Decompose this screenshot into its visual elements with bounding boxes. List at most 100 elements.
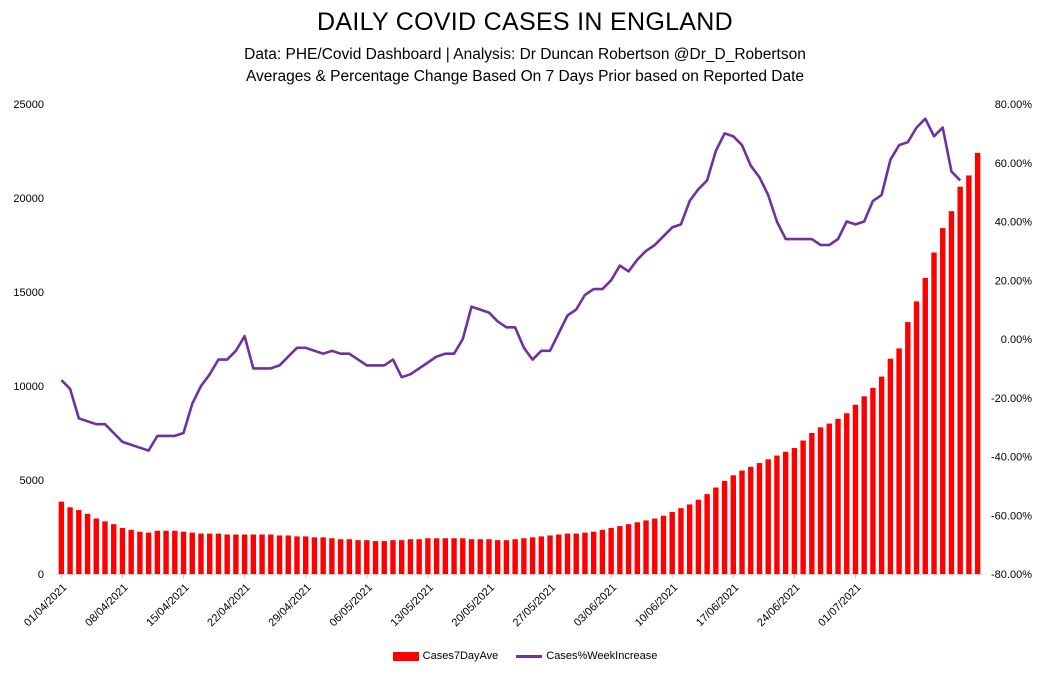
y-right-tick-label: -80.00% [991, 569, 1032, 581]
bar-cases7dayave [599, 529, 606, 574]
bar-cases7dayave [398, 540, 405, 574]
bar-cases7dayave [809, 433, 815, 574]
bar-cases7dayave [477, 539, 483, 574]
y-right-tick-label: 60.00% [995, 158, 1033, 170]
y-left-tick-label: 25000 [13, 99, 44, 111]
x-tick-label: 06/05/2021 [327, 582, 374, 629]
bar-cases7dayave [503, 540, 510, 574]
bar-cases7dayave [364, 540, 370, 574]
legend-swatch-bars [392, 651, 419, 661]
bar-cases7dayave [564, 533, 571, 574]
bar-cases7dayave [870, 387, 876, 574]
bar-cases7dayave [521, 538, 527, 574]
bar-cases7dayave [145, 532, 152, 574]
bar-cases7dayave [774, 455, 780, 574]
legend-swatch-line [516, 654, 543, 658]
bar-cases7dayave [198, 533, 204, 574]
x-tick-label: 24/06/2021 [755, 582, 802, 629]
bar-cases7dayave [320, 537, 326, 574]
bar-cases7dayave [905, 322, 911, 574]
x-tick-label: 01/07/2021 [816, 582, 863, 629]
bar-cases7dayave [713, 487, 719, 574]
chart-title: DAILY COVID CASES IN ENGLAND [317, 8, 733, 36]
bar-cases7dayave [250, 534, 257, 574]
x-tick-label: 01/04/2021 [22, 582, 69, 629]
bar-cases7dayave [76, 510, 82, 574]
bar-cases7dayave [826, 423, 832, 574]
bar-cases7dayave [625, 524, 632, 574]
x-tick-label: 27/05/2021 [511, 582, 558, 629]
y-left-tick-label: 5000 [20, 475, 44, 487]
bar-cases7dayave [390, 540, 396, 574]
bar-cases7dayave [137, 531, 143, 574]
x-tick-label: 13/05/2021 [389, 582, 436, 629]
bar-cases7dayave [494, 540, 501, 574]
bar-cases7dayave [102, 521, 108, 574]
bar-cases7dayave [189, 532, 195, 574]
x-tick-label: 03/06/2021 [572, 582, 619, 629]
bar-cases7dayave [704, 494, 710, 574]
bar-cases7dayave [407, 539, 414, 574]
bar-cases7dayave [974, 152, 981, 574]
bar-cases7dayave [643, 520, 649, 574]
bar-cases7dayave [800, 440, 806, 574]
bar-cases7dayave [660, 515, 667, 574]
x-tick-label: 20/05/2021 [450, 582, 497, 629]
y-right-tick-label: 40.00% [995, 217, 1033, 229]
bar-cases7dayave [355, 540, 361, 574]
bar-cases7dayave [346, 539, 353, 574]
bar-cases7dayave [381, 541, 387, 574]
bar-cases7dayave [730, 475, 737, 574]
bar-cases7dayave [329, 538, 335, 574]
x-tick-label: 10/06/2021 [633, 582, 680, 629]
bar-cases7dayave [111, 524, 117, 574]
bar-cases7dayave [748, 466, 754, 574]
bar-cases7dayave [948, 211, 955, 574]
x-tick-label: 08/04/2021 [83, 582, 130, 629]
bar-cases7dayave [608, 527, 614, 574]
x-tick-label: 22/04/2021 [205, 582, 252, 629]
bar-cases7dayave [878, 376, 885, 574]
bar-cases7dayave [154, 530, 161, 574]
y-left-tick-label: 20000 [13, 193, 44, 205]
legend-label-bars: Cases7DayAve [422, 650, 499, 662]
y-right-tick-label: 20.00% [995, 275, 1033, 287]
bar-cases7dayave [922, 277, 928, 574]
bar-cases7dayave [669, 511, 675, 574]
bar-cases7dayave [852, 404, 859, 574]
bar-cases7dayave [791, 448, 798, 574]
bar-cases7dayave [634, 522, 641, 574]
bar-cases7dayave [180, 531, 187, 574]
bar-cases7dayave [451, 538, 457, 574]
bar-cases7dayave [442, 538, 449, 574]
legend-label-line: Cases%WeekIncrease [546, 650, 658, 662]
bar-cases7dayave [425, 538, 431, 574]
chart-subtitle: Data: PHE/Covid Dashboard | Analysis: Dr… [244, 46, 806, 63]
x-tick-label: 29/04/2021 [266, 582, 313, 629]
legend-item-line: Cases%WeekIncrease [516, 650, 657, 662]
y-right-tick-label: 80.00% [995, 99, 1033, 111]
bar-cases7dayave [268, 534, 274, 574]
bar-cases7dayave [433, 538, 440, 574]
bar-cases7dayave [84, 513, 91, 574]
line-cases-week-increase [60, 117, 962, 452]
line-layer [60, 117, 962, 452]
legend: Cases7DayAve Cases%WeekIncrease [0, 650, 1050, 662]
bar-cases7dayave [276, 535, 283, 574]
bar-cases7dayave [940, 228, 946, 574]
bar-cases7dayave [844, 413, 850, 574]
bar-cases7dayave [756, 463, 763, 574]
bar-cases7dayave [861, 396, 867, 574]
y-left-tick-label: 15000 [13, 287, 44, 299]
bar-cases7dayave [652, 518, 658, 574]
bar-cases7dayave [529, 537, 536, 574]
bar-cases7dayave [765, 459, 771, 574]
bar-cases7dayave [93, 518, 99, 574]
y-left-tick-label: 0 [38, 569, 44, 581]
bar-cases7dayave [302, 536, 309, 574]
bar-cases7dayave [782, 451, 789, 574]
bar-cases7dayave [233, 534, 239, 574]
bar-cases7dayave [739, 470, 745, 574]
y-right-tick-label: -60.00% [991, 510, 1032, 522]
